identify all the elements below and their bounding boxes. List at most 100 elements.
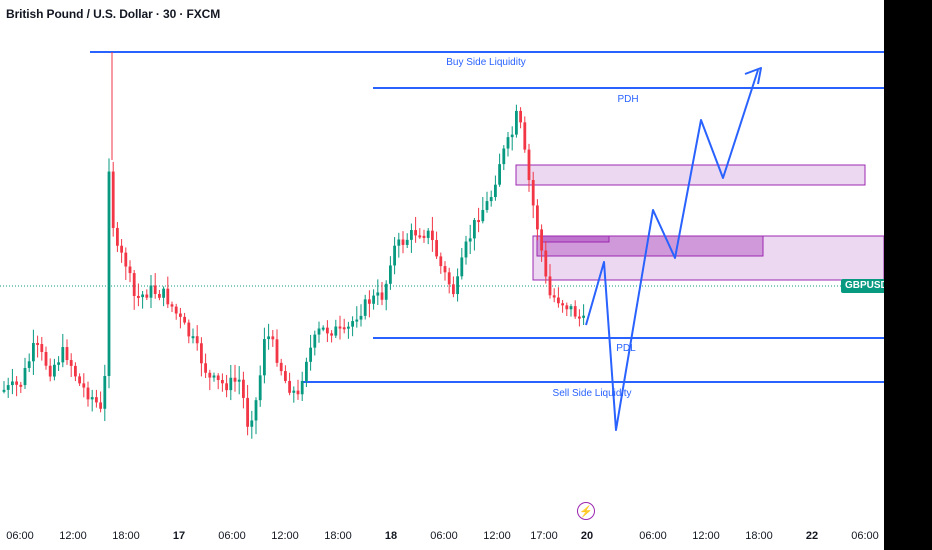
candle	[191, 336, 195, 339]
candle	[179, 313, 182, 317]
candle	[116, 227, 119, 246]
candle	[330, 333, 333, 336]
candle	[36, 342, 39, 345]
candle	[120, 245, 123, 253]
price-axis-panel[interactable]	[884, 0, 932, 550]
candle	[456, 276, 459, 295]
candle	[368, 299, 371, 304]
candle	[174, 306, 178, 314]
candle	[544, 250, 548, 277]
candle	[397, 239, 401, 246]
candle	[460, 257, 464, 277]
candle	[552, 295, 556, 298]
symbol-price-tag: GBPUSD	[841, 279, 892, 293]
candle	[53, 364, 56, 377]
time-tick-label: 12:00	[483, 530, 511, 542]
candle	[44, 351, 48, 366]
order-block-zone	[536, 235, 764, 257]
projection-path	[585, 69, 759, 431]
candle	[32, 342, 35, 362]
candle	[19, 384, 23, 387]
candle	[506, 137, 510, 149]
candle	[334, 326, 338, 336]
level-label: Sell Side Liquidity	[553, 388, 632, 399]
candle	[540, 229, 543, 251]
candle	[162, 288, 165, 298]
candle	[82, 383, 86, 388]
candle	[573, 306, 577, 317]
candle	[246, 397, 249, 427]
candle	[78, 376, 81, 384]
time-tick-label: 12:00	[692, 530, 720, 542]
time-tick-label: 06:00	[851, 530, 879, 542]
candle	[86, 387, 90, 400]
candle	[225, 383, 228, 391]
candle	[74, 365, 77, 377]
price-chart[interactable]: Buy Side Liquidity PDH PDL Sell Side Liquid…	[0, 0, 884, 522]
candle	[548, 276, 552, 296]
candle	[439, 256, 443, 267]
candle	[485, 201, 489, 210]
candle	[2, 389, 6, 392]
candle	[443, 266, 447, 273]
order-block-inner	[540, 235, 610, 243]
candle	[124, 252, 128, 267]
time-tick-label: 22	[805, 530, 819, 542]
candle	[435, 240, 438, 257]
candle	[11, 381, 14, 386]
candle	[468, 238, 472, 242]
candle	[6, 385, 10, 390]
candle	[233, 377, 237, 382]
candle	[326, 327, 329, 334]
candle	[376, 292, 380, 296]
candle	[565, 305, 569, 310]
level-label: Buy Side Liquidity	[446, 57, 526, 68]
candle	[418, 235, 422, 238]
candle	[254, 400, 258, 421]
candle	[145, 294, 149, 298]
lightning-bolt-icon[interactable]: ⚡	[577, 502, 595, 520]
candle	[557, 297, 560, 304]
candle	[95, 397, 98, 403]
candle	[481, 209, 485, 222]
candle	[99, 402, 102, 409]
candle	[561, 303, 564, 306]
candle	[384, 283, 388, 300]
candle	[27, 361, 31, 368]
candle	[275, 339, 279, 363]
candle	[321, 327, 325, 330]
time-tick-label: 06:00	[430, 530, 458, 542]
candle	[380, 292, 384, 300]
candle	[527, 149, 531, 181]
candle	[61, 347, 65, 363]
time-tick-label: 18:00	[112, 530, 140, 542]
time-axis[interactable]: 06:00 12:00 18:00 17 06:00 12:00 18:00 18 06:00 1…	[0, 522, 884, 550]
candle	[494, 184, 497, 198]
candle	[363, 299, 367, 316]
candle	[288, 380, 291, 393]
candle	[69, 360, 73, 366]
candle	[305, 361, 308, 381]
candle	[531, 180, 535, 206]
candle	[300, 380, 304, 395]
candle	[204, 363, 207, 373]
candle	[355, 319, 359, 322]
candle	[359, 315, 363, 320]
candle	[473, 220, 476, 239]
projection-arrow-head	[744, 67, 762, 85]
candle	[15, 381, 18, 385]
candle	[578, 316, 581, 319]
candle	[338, 326, 342, 329]
level-label: PDH	[617, 94, 638, 105]
candle	[351, 321, 354, 327]
candle	[519, 110, 522, 123]
candle	[426, 230, 430, 238]
candle	[489, 197, 493, 202]
candle	[447, 272, 451, 285]
candle	[212, 375, 216, 378]
candle	[187, 322, 191, 337]
candle	[183, 316, 186, 323]
time-tick-label: 17	[172, 530, 186, 542]
candle	[342, 327, 346, 330]
